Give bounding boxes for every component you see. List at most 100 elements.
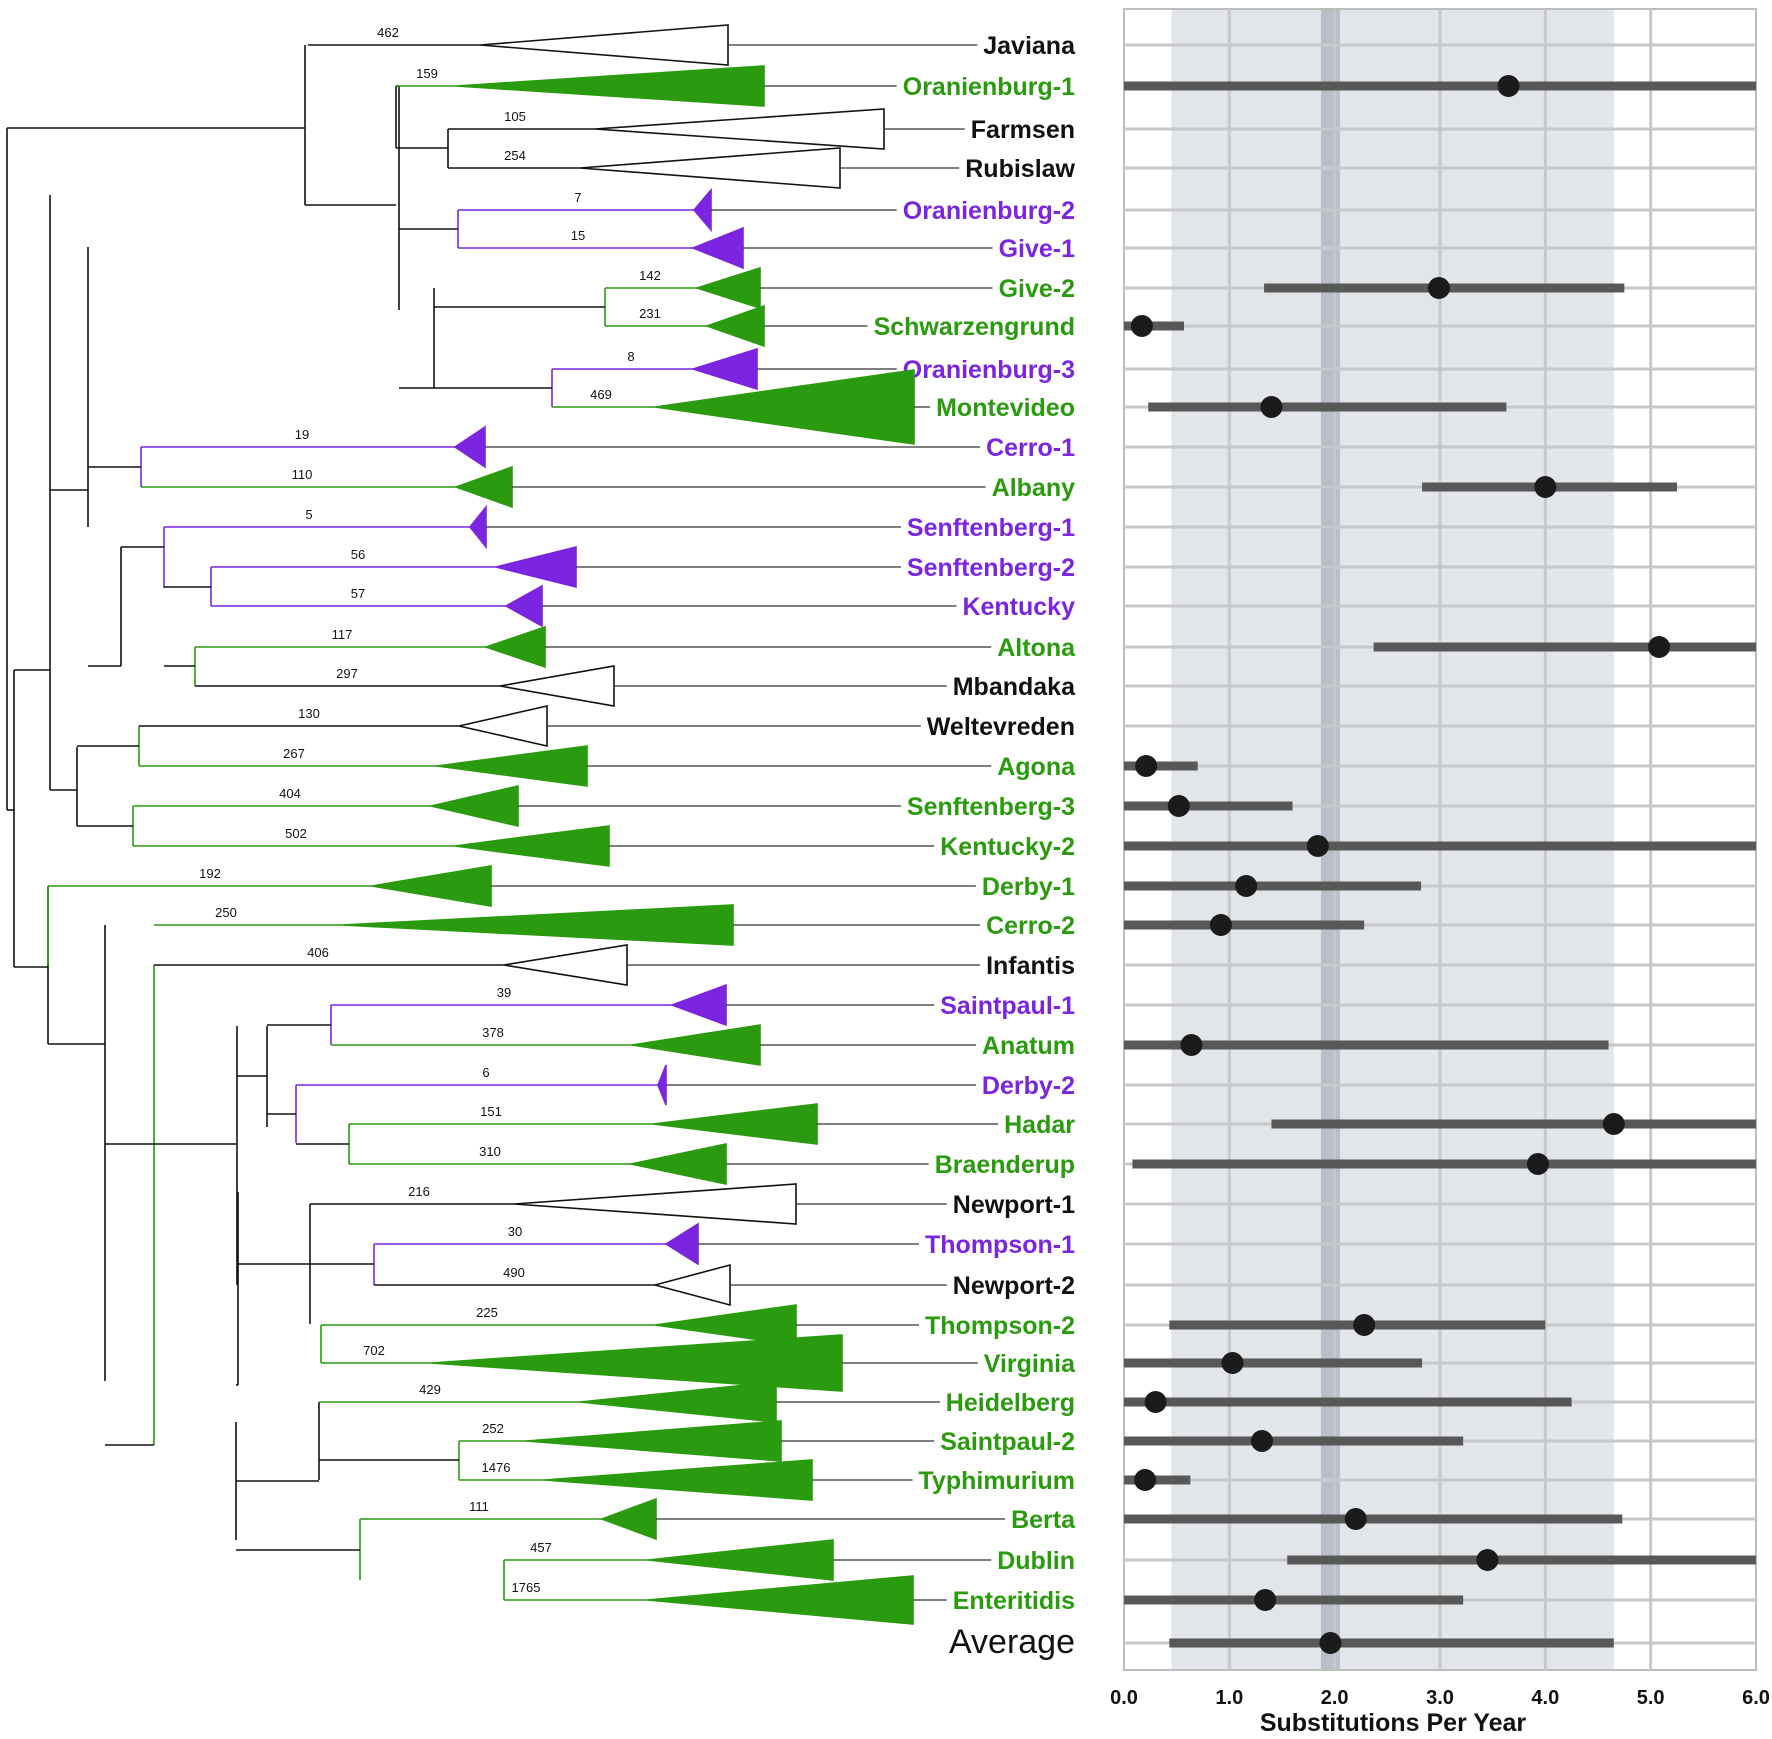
clade-count: 7: [574, 190, 581, 205]
clade-triangle: [495, 545, 577, 589]
clade-label: Albany: [992, 474, 1075, 502]
clade-label: Derby-1: [982, 873, 1075, 901]
clade-triangle: [594, 108, 885, 150]
rate-estimate-point: [1648, 636, 1671, 658]
clade-label: Virginia: [984, 1350, 1076, 1378]
clade-triangle: [371, 865, 492, 907]
clade-count: 142: [639, 268, 661, 283]
clade-count: 56: [351, 547, 365, 562]
x-tick-label: 6.0: [1742, 1687, 1770, 1709]
clade-label: Cerro-1: [986, 434, 1075, 462]
rate-estimate-point: [1260, 396, 1283, 418]
clade-count: 254: [504, 148, 526, 163]
clade-triangle: [454, 825, 610, 867]
clade-triangle: [646, 1575, 914, 1625]
clade-triangle: [341, 904, 734, 946]
clade-triangle: [704, 304, 765, 348]
x-tick-label: 0.0: [1110, 1687, 1138, 1709]
clade-triangle: [631, 1024, 761, 1066]
clade-triangle: [499, 665, 615, 707]
clade-count: 192: [199, 866, 221, 881]
clade-count: 130: [298, 706, 320, 721]
clade-triangle: [579, 147, 841, 189]
rate-estimate-point: [1344, 1508, 1367, 1530]
rate-estimate-point: [1526, 1153, 1549, 1175]
clade-count: 267: [283, 746, 305, 761]
clade-label: Braenderup: [935, 1151, 1075, 1179]
clade-label: Newport-1: [953, 1191, 1075, 1219]
clade-label: Typhimurium: [919, 1467, 1075, 1495]
rate-plot-intervals: [1124, 75, 1756, 1654]
clade-count: 57: [351, 586, 365, 601]
clade-triangle: [579, 1381, 777, 1423]
clade-count: 469: [590, 387, 612, 402]
clade-triangle: [504, 584, 543, 628]
clade-label: Enteritidis: [953, 1587, 1075, 1615]
clade-label: Infantis: [986, 952, 1075, 980]
rate-estimate-point: [1250, 1430, 1273, 1452]
clade-label: Senftenberg-2: [907, 554, 1075, 582]
average-interval-band: [1171, 10, 1614, 1669]
clade-count: 406: [307, 945, 329, 960]
clade-triangle: [503, 944, 628, 986]
rate-estimate-point: [1476, 1549, 1499, 1571]
clade-count: 252: [482, 1421, 504, 1436]
clade-triangle: [430, 1334, 843, 1392]
rate-estimate-point: [1353, 1314, 1376, 1336]
clade-label: Oranienburg-1: [903, 73, 1075, 101]
rate-estimate-point: [1135, 755, 1158, 777]
clade-count: 490: [503, 1265, 525, 1280]
clade-triangle: [525, 1420, 782, 1462]
clade-label: Dublin: [997, 1547, 1075, 1575]
clade-count: 1765: [512, 1580, 541, 1595]
clade-triangle: [647, 1539, 834, 1581]
rate-estimate-point: [1180, 1034, 1203, 1056]
clade-triangle: [599, 1497, 657, 1541]
clade-count: 404: [279, 786, 301, 801]
rate-estimate-point: [1221, 1352, 1244, 1374]
clade-count: 117: [332, 627, 353, 642]
clade-triangle: [543, 1459, 813, 1501]
clade-label: Hadar: [1004, 1111, 1075, 1139]
clade-label: Agona: [997, 753, 1076, 781]
clade-count: 111: [469, 1499, 489, 1514]
clade-triangle: [690, 226, 744, 270]
clade-label: Saintpaul-2: [940, 1428, 1075, 1456]
clade-label: Oranienburg-2: [903, 197, 1075, 225]
clade-triangle: [669, 983, 727, 1027]
average-label: Average: [949, 1623, 1075, 1661]
clade-label: Weltevreden: [927, 713, 1075, 741]
clade-count: 159: [416, 66, 438, 81]
rate-estimate-point: [1134, 1469, 1157, 1491]
clade-triangle: [692, 187, 712, 233]
clade-label: Javiana: [983, 32, 1076, 60]
clade-count: 39: [497, 985, 511, 1000]
rate-estimate-point: [1497, 75, 1520, 97]
clade-count: 110: [292, 467, 313, 482]
clade-label: Derby-2: [982, 1072, 1075, 1100]
clade-label: Give-2: [999, 275, 1075, 303]
clade-triangle: [453, 465, 513, 509]
rate-estimate-point: [1602, 1113, 1625, 1135]
clade-triangle: [458, 704, 548, 748]
clade-label: Newport-2: [953, 1272, 1075, 1300]
clade-label: Thompson-2: [925, 1312, 1075, 1340]
clade-triangle: [436, 745, 588, 787]
clade-count: 151: [480, 1104, 502, 1119]
clade-triangle: [513, 1183, 797, 1225]
tree-branches: [6, 45, 606, 1600]
clade-count: 5: [305, 507, 312, 522]
rate-plot-axis: 0.0 1.0 2.0 3.0 4.0 5.0 6.0: [1110, 1687, 1770, 1709]
rate-estimate-point: [1144, 1391, 1167, 1413]
clade-label: Rubislaw: [965, 155, 1075, 183]
average-rate-point: [1319, 1632, 1342, 1654]
clade-triangle: [664, 1222, 699, 1266]
clade-label: Heidelberg: [946, 1389, 1075, 1417]
clade-label: Altona: [997, 634, 1076, 662]
clade-triangle: [654, 369, 915, 445]
clade-label: Berta: [1011, 1506, 1076, 1534]
clade-label: Saintpaul-1: [940, 992, 1075, 1020]
clade-triangle: [690, 347, 758, 391]
rate-estimate-point: [1534, 476, 1557, 498]
